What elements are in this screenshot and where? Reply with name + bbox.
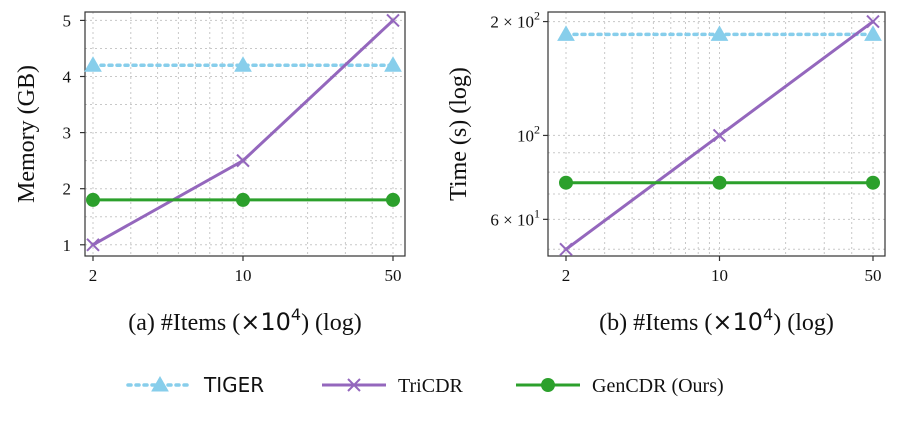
data-point [866,175,880,190]
grid [85,12,405,256]
x-axis-label-part: (b) #Items ( [599,310,712,336]
x-tick-label: 10 [235,266,252,285]
data-point [86,238,100,252]
series-gencdr-ours [559,175,880,190]
y-tick-label: 102 [517,122,540,145]
y-axis-label: Time (s) (log) [446,67,472,201]
y-axis-label: Memory (GB) [14,65,40,203]
data-point [712,175,727,190]
y-tick-exponent: 1 [534,206,540,220]
data-point [386,13,400,28]
series-tricdr [559,14,880,257]
series-gencdr-ours [86,192,400,207]
x-tick-label: 50 [385,266,402,285]
plot-frame [547,11,886,257]
series-tiger [84,56,402,72]
x-tick-label: 50 [865,266,882,285]
x-tick-label: 10 [711,266,728,285]
y-tick-exponent: 2 [534,9,540,23]
y-tick-base: 10 [517,126,534,145]
x-axis-label-part: ×10 [712,308,763,336]
plot-frame [84,11,406,257]
y-tick-label: 5 [63,11,72,30]
data-point [234,56,252,72]
y-tick-exponent: 2 [534,122,540,136]
data-point [236,153,250,168]
data-point [864,25,882,41]
y-tick-label: 2 [63,180,72,199]
legend-item: GenCDR (Ours) [516,375,724,397]
data-point [712,128,727,143]
y-tick-base: 2 × 10 [490,13,534,32]
y-tick-label: 6 × 101 [490,206,540,229]
data-point [710,25,729,41]
legend-label: TIGER [203,373,264,397]
series-tricdr [86,13,400,252]
x-tick-label: 2 [562,266,571,285]
data-point [386,192,400,207]
data-point [384,56,402,72]
series-tiger [557,25,882,41]
data-point [236,192,250,207]
x-axis-label-part: ) (log) [773,310,834,336]
legend-label: GenCDR (Ours) [592,375,724,397]
legend-item: TriCDR [322,375,464,397]
data-point [557,25,575,41]
x-axis-label-part: ×10 [240,308,291,336]
x-axis-label: (b) #Items (×104) (log) [599,305,834,336]
data-point [86,192,100,207]
x-axis-label: (a) #Items (×104) (log) [128,305,361,336]
legend-marker [151,375,169,392]
x-axis-label-part: 4 [291,305,301,324]
data-point [866,14,880,29]
x-tick-label: 2 [89,266,98,285]
legend-item: TIGER [126,373,264,397]
x-axis-label-part: 4 [763,305,773,324]
data-point [559,242,573,257]
y-tick-base: 6 × 10 [490,210,534,229]
y-tick-label: 2 × 102 [490,9,540,32]
legend-marker [347,378,361,392]
legend-label: TriCDR [398,375,464,397]
legend-marker [541,378,555,392]
data-point [559,175,573,190]
y-tick-label: 3 [63,124,72,143]
y-tick-label: 1 [63,236,72,255]
legend: TIGER TriCDR GenCDR (Ours) [126,373,724,397]
x-axis-label-part: ) (log) [301,310,362,336]
data-point [84,56,102,72]
x-axis-label-part: (a) #Items ( [128,310,240,336]
grid [548,12,885,256]
y-tick-label: 4 [63,68,72,87]
